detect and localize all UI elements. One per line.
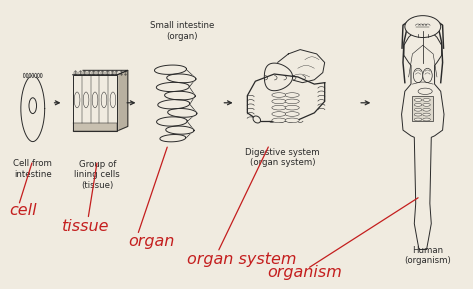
Text: tissue: tissue [62, 219, 110, 234]
Ellipse shape [423, 103, 430, 106]
Bar [412, 96, 433, 121]
Text: organ: organ [128, 234, 175, 249]
Ellipse shape [418, 88, 432, 95]
Ellipse shape [285, 112, 299, 116]
Ellipse shape [92, 92, 98, 108]
Text: organism: organism [267, 265, 342, 280]
Ellipse shape [83, 92, 89, 108]
Polygon shape [165, 91, 195, 100]
Ellipse shape [110, 92, 116, 108]
Text: cell: cell [9, 203, 37, 218]
Polygon shape [168, 108, 197, 117]
Ellipse shape [414, 118, 422, 121]
Ellipse shape [26, 73, 28, 78]
Ellipse shape [272, 99, 286, 104]
Ellipse shape [29, 73, 31, 78]
Ellipse shape [32, 73, 34, 78]
Ellipse shape [414, 103, 422, 106]
Ellipse shape [423, 99, 430, 101]
Ellipse shape [285, 105, 299, 110]
Ellipse shape [414, 108, 422, 111]
Ellipse shape [74, 92, 80, 108]
Ellipse shape [413, 68, 423, 83]
Polygon shape [418, 34, 428, 37]
Ellipse shape [285, 93, 299, 97]
Polygon shape [157, 117, 187, 126]
Ellipse shape [285, 99, 299, 104]
Polygon shape [158, 100, 190, 109]
Ellipse shape [423, 118, 430, 121]
Ellipse shape [253, 116, 261, 123]
Ellipse shape [423, 113, 430, 116]
Polygon shape [274, 50, 324, 83]
Polygon shape [117, 70, 128, 131]
Polygon shape [157, 82, 189, 92]
Ellipse shape [272, 118, 286, 123]
Polygon shape [73, 75, 117, 131]
Ellipse shape [101, 92, 107, 108]
Polygon shape [73, 70, 128, 75]
Polygon shape [73, 123, 117, 131]
Text: Digestive system
(organ system): Digestive system (organ system) [245, 148, 320, 167]
Ellipse shape [272, 112, 286, 116]
Ellipse shape [35, 73, 36, 78]
Text: Human
(organism): Human (organism) [404, 246, 451, 265]
Polygon shape [247, 74, 324, 121]
Ellipse shape [37, 73, 39, 78]
Ellipse shape [23, 73, 25, 78]
Polygon shape [402, 34, 444, 249]
Text: Cell from
intestine: Cell from intestine [13, 159, 52, 179]
Ellipse shape [414, 99, 422, 101]
Ellipse shape [423, 68, 432, 83]
Ellipse shape [272, 105, 286, 110]
Ellipse shape [40, 73, 42, 78]
Ellipse shape [423, 108, 430, 111]
Polygon shape [167, 74, 196, 83]
Circle shape [405, 16, 441, 38]
Text: Group of
lining cells
(tissue): Group of lining cells (tissue) [75, 160, 120, 190]
Text: Small intestine
(organ): Small intestine (organ) [150, 21, 214, 40]
Ellipse shape [272, 93, 286, 97]
Text: organ system: organ system [187, 252, 297, 267]
Polygon shape [155, 65, 186, 74]
Polygon shape [21, 75, 44, 142]
Ellipse shape [29, 98, 36, 114]
Polygon shape [160, 134, 186, 142]
Ellipse shape [414, 113, 422, 116]
Polygon shape [264, 63, 293, 91]
Ellipse shape [285, 118, 299, 123]
Polygon shape [166, 126, 194, 134]
